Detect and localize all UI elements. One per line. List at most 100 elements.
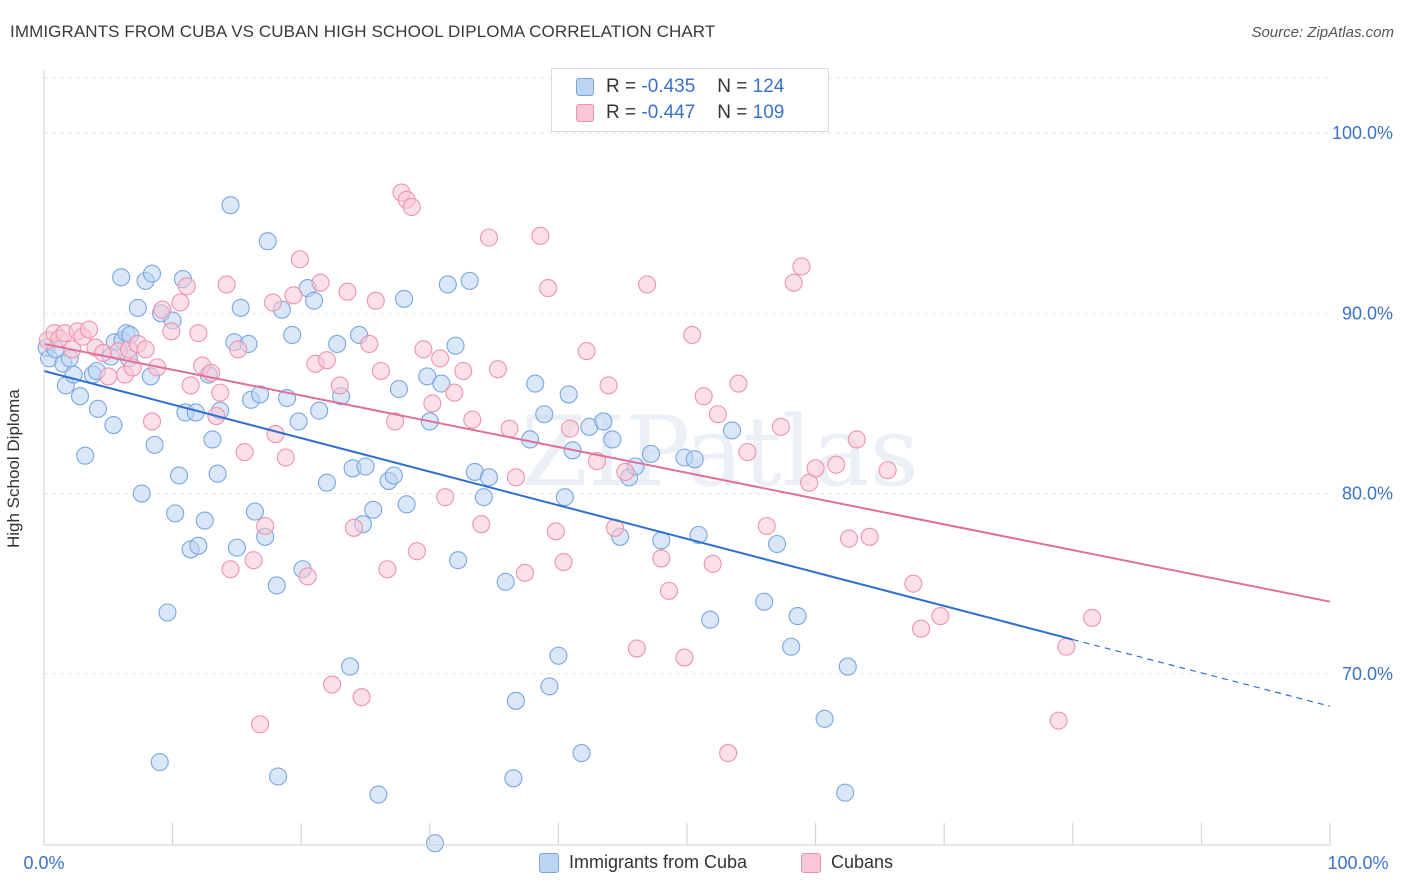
- point-cuba-immigrants: [289, 412, 308, 431]
- bottom-legend-label: Cubans: [831, 852, 894, 872]
- point-cubans: [675, 648, 694, 667]
- point-cuba-immigrants: [446, 336, 465, 355]
- point-cubans: [792, 257, 811, 276]
- legend-r-label: R =: [606, 102, 637, 123]
- point-cubans: [211, 383, 230, 402]
- point-cuba-immigrants: [258, 232, 277, 251]
- point-cubans: [352, 688, 371, 707]
- point-cubans: [407, 542, 426, 561]
- point-cubans: [806, 459, 825, 478]
- x-tick-label: 100.0%: [1327, 853, 1388, 873]
- point-cuba-immigrants: [425, 834, 444, 853]
- y-tick-label: 80.0%: [1342, 484, 1393, 504]
- point-cubans: [371, 361, 390, 381]
- point-cuba-immigrants: [369, 785, 388, 804]
- point-cubans: [539, 279, 558, 298]
- point-cubans: [79, 320, 99, 339]
- point-cuba-immigrants: [221, 196, 240, 215]
- point-cuba-immigrants: [112, 268, 131, 287]
- point-cubans: [402, 197, 421, 217]
- legend-swatch-blue: [576, 78, 594, 96]
- source-label: Source: ZipAtlas.com: [1251, 24, 1394, 41]
- point-cubans: [904, 574, 923, 593]
- point-cubans: [250, 715, 270, 734]
- point-cuba-immigrants: [540, 677, 559, 696]
- point-cubans: [217, 275, 236, 294]
- point-cubans: [472, 515, 491, 534]
- point-cubans: [587, 452, 607, 471]
- trend-lines: [43, 342, 1331, 707]
- point-cuba-immigrants: [128, 298, 147, 317]
- point-cubans: [479, 228, 499, 247]
- point-cubans: [290, 250, 309, 269]
- point-cubans: [360, 334, 379, 354]
- point-cuba-immigrants: [227, 538, 246, 557]
- point-cubans: [1057, 637, 1076, 656]
- point-cubans: [912, 619, 931, 638]
- point-cuba-immigrants: [142, 264, 162, 283]
- point-cuba-immigrants: [782, 637, 801, 656]
- point-cuba-immigrants: [460, 271, 479, 290]
- point-cuba-immigrants: [395, 289, 414, 308]
- point-cubans: [560, 419, 580, 438]
- point-cubans: [298, 567, 317, 586]
- point-cubans: [847, 430, 866, 449]
- point-cuba-immigrants: [641, 444, 661, 463]
- point-cubans: [317, 351, 336, 370]
- point-cubans: [323, 675, 342, 694]
- point-cubans: [515, 563, 535, 582]
- legend-n-label: N =: [717, 102, 748, 123]
- point-cuba-immigrants: [76, 446, 95, 465]
- point-cubans: [330, 376, 349, 395]
- legend-n-label: N =: [717, 76, 748, 97]
- point-cuba-immigrants: [88, 399, 108, 418]
- point-cuba-immigrants: [506, 691, 526, 710]
- point-cuba-immigrants: [526, 374, 545, 393]
- point-cuba-immigrants: [701, 610, 720, 629]
- point-cuba-immigrants: [208, 464, 227, 483]
- y-tick-label: 100.0%: [1332, 123, 1393, 143]
- point-cuba-immigrants: [317, 473, 336, 492]
- point-cubans: [414, 340, 433, 359]
- point-cubans: [153, 300, 172, 319]
- bottom-legend-swatch-blue: [539, 852, 559, 873]
- point-cuba-immigrants: [245, 502, 264, 521]
- point-cuba-immigrants: [432, 374, 451, 393]
- point-cubans: [627, 639, 646, 658]
- point-cuba-immigrants: [572, 744, 591, 763]
- point-cubans: [344, 518, 363, 537]
- point-cuba-immigrants: [815, 709, 834, 728]
- point-cuba-immigrants: [438, 275, 457, 294]
- grid-lines: [44, 77, 1330, 675]
- point-cubans: [266, 425, 285, 444]
- point-cuba-immigrants: [836, 783, 855, 802]
- stats-legend: R = -0.435 N = 124 R = -0.447 N = 109: [551, 68, 829, 132]
- point-cubans: [827, 455, 846, 474]
- point-cuba-immigrants: [603, 430, 622, 449]
- point-cuba-immigrants: [504, 769, 523, 788]
- point-cuba-immigrants: [132, 484, 151, 503]
- point-cubans: [500, 419, 519, 438]
- point-cuba-immigrants: [70, 387, 90, 406]
- point-cubans: [229, 340, 248, 359]
- point-cubans: [577, 342, 596, 361]
- legend-n-value: 109: [752, 102, 785, 123]
- point-cubans: [659, 581, 679, 600]
- point-cubans: [366, 291, 385, 310]
- point-cuba-immigrants: [341, 657, 360, 676]
- point-cuba-immigrants: [838, 657, 857, 676]
- point-cubans: [142, 412, 162, 431]
- legend-r-value: -0.447: [641, 102, 696, 123]
- y-tick-label: 90.0%: [1342, 303, 1393, 323]
- point-cubans: [177, 277, 196, 296]
- point-cubans: [263, 293, 282, 312]
- point-cubans: [284, 286, 303, 305]
- point-cubans: [652, 549, 671, 568]
- point-cubans: [378, 560, 397, 579]
- legend-n-value: 124: [752, 76, 785, 97]
- point-cubans: [738, 443, 757, 462]
- point-cubans: [235, 443, 254, 462]
- point-cubans: [784, 273, 803, 292]
- point-cubans: [694, 387, 713, 406]
- point-cubans: [719, 744, 738, 763]
